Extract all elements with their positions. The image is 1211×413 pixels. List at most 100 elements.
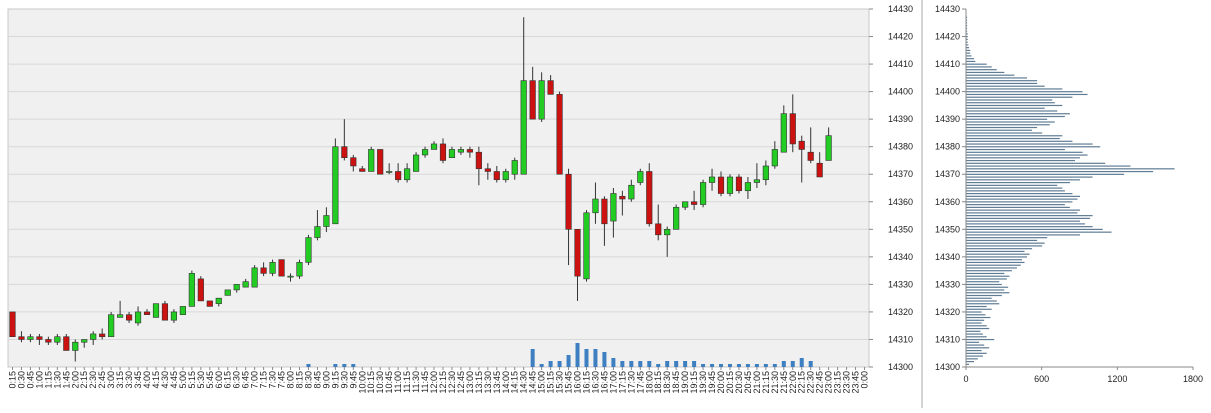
profile-bar	[966, 347, 990, 349]
candle-x-tick-label: 1:15	[43, 371, 53, 389]
profile-y-tick-label: 14360	[935, 197, 960, 207]
profile-y-tick-label: 14370	[935, 169, 960, 179]
candle-y-tick-label: 14390	[888, 114, 913, 124]
profile-bar	[966, 297, 992, 299]
candle-body	[646, 171, 653, 225]
profile-bar	[966, 193, 1073, 195]
candle-body	[287, 275, 294, 278]
candle-x-tick-label: 13:15	[474, 371, 484, 394]
candle	[117, 300, 124, 318]
profile-bar	[966, 316, 991, 319]
candle	[448, 146, 456, 159]
candle-x-tick-label: 2:15	[79, 371, 89, 389]
profile-bar	[966, 66, 992, 68]
volume-bar	[575, 343, 580, 367]
candle-x-tick-label: 20:30	[734, 371, 744, 394]
candle-body	[27, 336, 34, 340]
candle	[36, 333, 43, 345]
profile-bar	[966, 250, 1025, 253]
profile-bar	[966, 278, 1007, 280]
candle-y-tick-label: 14300	[888, 362, 913, 372]
profile-bar	[966, 118, 1048, 120]
candle	[717, 171, 725, 197]
profile-y-tick-label: 14410	[935, 59, 960, 69]
profile-bar	[966, 231, 1112, 233]
profile-bar	[966, 330, 981, 332]
candle-grid	[8, 36, 869, 340]
candle-x-tick-label: 14:45	[528, 371, 538, 394]
candle-x-tick-label: 23:15	[833, 371, 843, 394]
candle	[565, 168, 572, 266]
candle-y-tick-label: 14430	[888, 4, 913, 14]
candle	[45, 336, 52, 345]
profile-bar	[966, 270, 1012, 272]
volume-bar	[566, 355, 571, 367]
candle-x-tick-label: 0:15	[7, 371, 17, 389]
volume-bar	[620, 361, 625, 367]
candle-body	[610, 193, 617, 222]
candle-x-tick-label: 7:45	[277, 371, 287, 389]
candle-x-tick-label: 4:00	[142, 371, 152, 389]
candle	[708, 168, 716, 191]
candle-x-tick-label: 2:45	[97, 371, 107, 389]
candle	[323, 207, 330, 233]
candle-x-tick-label: 18:45	[671, 371, 681, 394]
candle-x-tick-label: 16:30	[590, 371, 600, 394]
candle-x-tick-label: 10:00	[357, 371, 367, 394]
profile-bar	[966, 82, 1038, 85]
candle-body	[332, 146, 339, 225]
candle-x-tick-label: 10:30	[375, 371, 385, 394]
profile-bar	[966, 16, 968, 18]
candle-y-tick-label: 14370	[888, 169, 913, 179]
volume-bar	[727, 364, 732, 367]
candle-x-tick-label: 3:45	[133, 371, 143, 389]
candle	[341, 119, 348, 161]
candle	[825, 127, 832, 161]
profile-bar	[966, 261, 1025, 264]
profile-bar	[966, 305, 987, 308]
candle-x-tick-label: 22:30	[806, 371, 816, 394]
candle-x-tick-label: 7:00	[250, 371, 260, 389]
candle-x-tick-label: 10:45	[384, 371, 394, 394]
candle	[251, 265, 258, 288]
profile-bar	[966, 146, 1101, 148]
candle	[305, 234, 312, 266]
profile-bar	[966, 80, 1038, 82]
candle	[170, 309, 178, 323]
candle-body	[242, 281, 249, 288]
candle-x-tick-label: 8:45	[312, 371, 322, 389]
profile-bar	[966, 126, 1038, 129]
candle	[9, 311, 16, 338]
candle-body	[18, 336, 25, 340]
candle-body	[708, 176, 716, 183]
candle-x-tick-label: 19:15	[689, 371, 699, 394]
candle-x-tick-label: 20:00	[716, 371, 726, 394]
profile-bar	[966, 129, 1033, 131]
candle-x-tick-label: 18:15	[653, 371, 663, 394]
candle-body	[377, 149, 384, 175]
candle	[538, 72, 545, 122]
volume-bar	[557, 361, 562, 367]
profile-bar	[966, 69, 997, 71]
candle	[529, 66, 536, 120]
profile-bar	[966, 289, 1005, 291]
candle	[816, 152, 823, 178]
profile-bar	[966, 360, 975, 363]
volume-bar	[754, 364, 759, 367]
profile-bar	[966, 124, 1050, 126]
profile-y-tick-label: 14390	[935, 114, 960, 124]
volume-bar	[539, 364, 544, 367]
profile-bar	[966, 325, 987, 327]
candle	[224, 289, 231, 296]
candle-x-axis: 0:150:300:451:001:151:301:452:002:152:30…	[7, 367, 870, 394]
volume-bar	[772, 364, 777, 367]
candle-body	[511, 160, 518, 175]
candle	[574, 229, 581, 301]
profile-bar	[966, 190, 1065, 192]
candle-body	[780, 113, 787, 153]
candle	[493, 165, 500, 183]
candle	[179, 306, 186, 315]
candle-plot-area	[7, 8, 870, 368]
